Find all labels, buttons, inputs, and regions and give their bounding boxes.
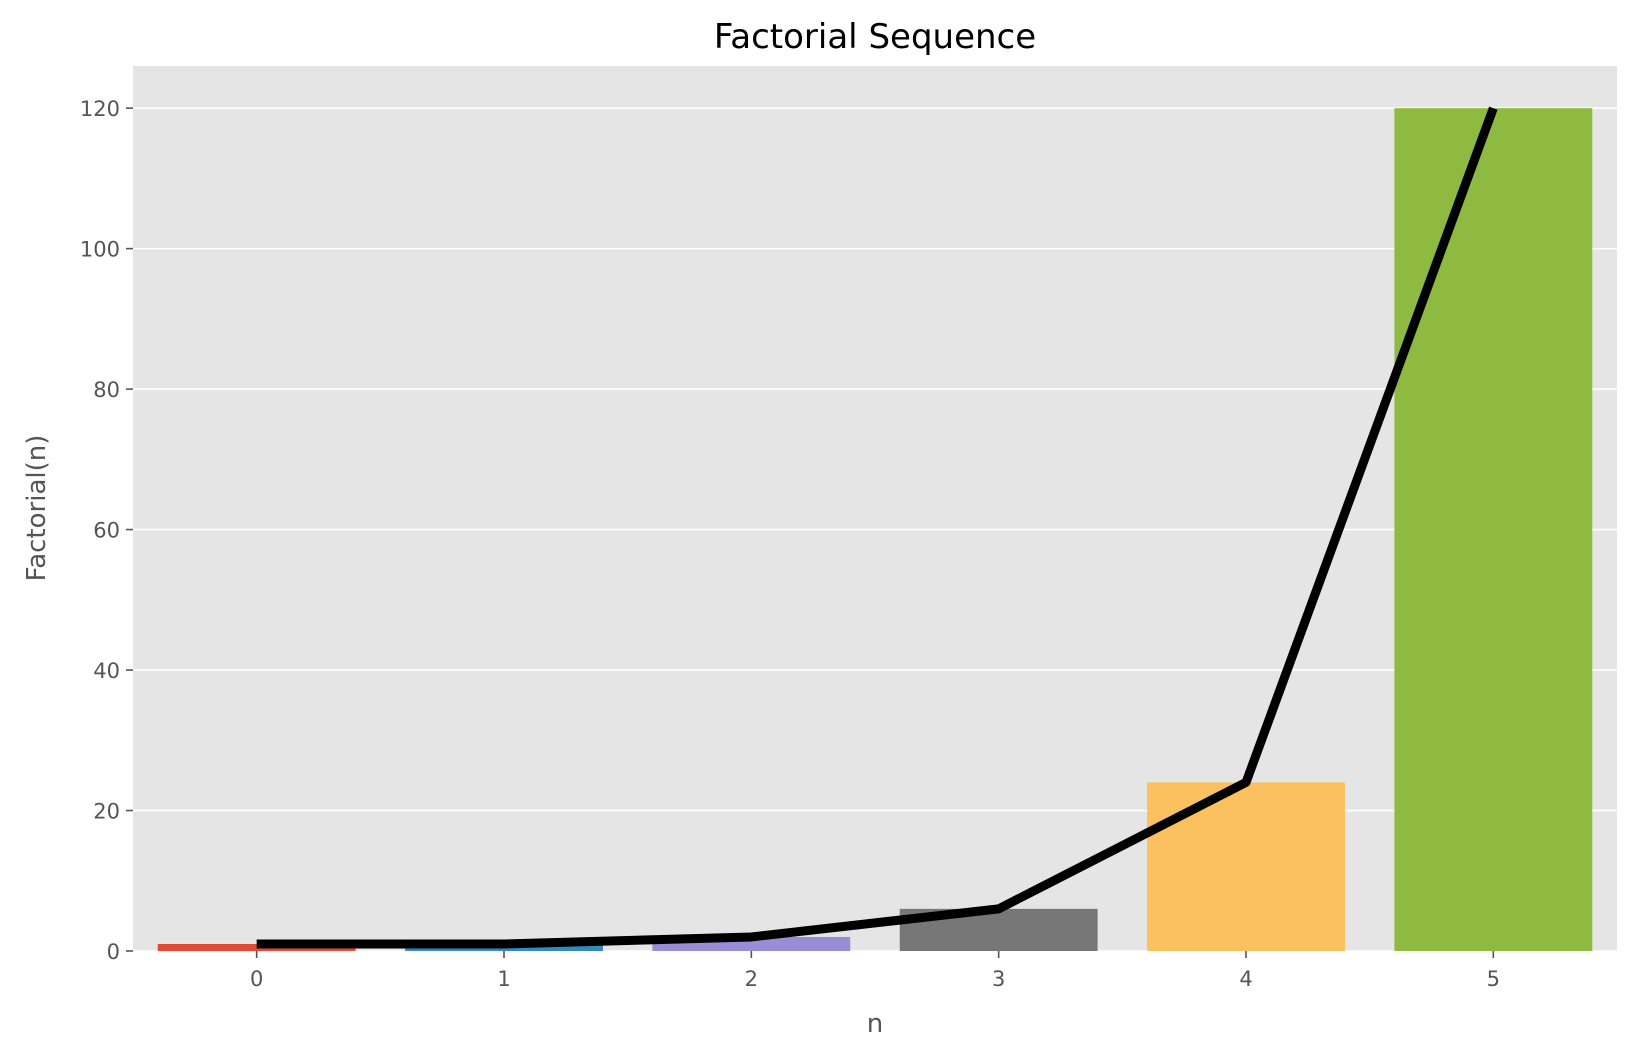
chart-title: Factorial Sequence [714,17,1036,57]
x-tick-label: 3 [992,967,1005,991]
x-axis-label: n [867,1009,883,1039]
plot-area [133,66,1617,951]
x-tick-label: 5 [1487,967,1500,991]
y-tick-label: 40 [93,659,120,683]
x-tick-label: 0 [250,967,263,991]
y-tick-label: 0 [107,940,120,964]
grid-lines [133,107,1617,952]
y-axis: 0 20 40 60 80 100 120 [80,97,133,964]
x-tick-label: 2 [745,967,758,991]
y-tick-label: 120 [80,97,120,121]
bar [1394,108,1593,951]
y-tick-label: 60 [93,519,120,543]
y-tick-label: 100 [80,238,120,262]
bar [1147,782,1345,951]
x-tick-label: 4 [1239,967,1252,991]
y-tick-label: 20 [93,800,120,824]
y-axis-label: Factorial(n) [22,435,52,582]
series-line [256,106,1498,949]
x-axis: 0 1 2 3 4 5 [250,951,1500,991]
y-tick-label: 80 [93,378,120,402]
x-tick-label: 1 [497,967,510,991]
trend-line [256,106,1498,949]
